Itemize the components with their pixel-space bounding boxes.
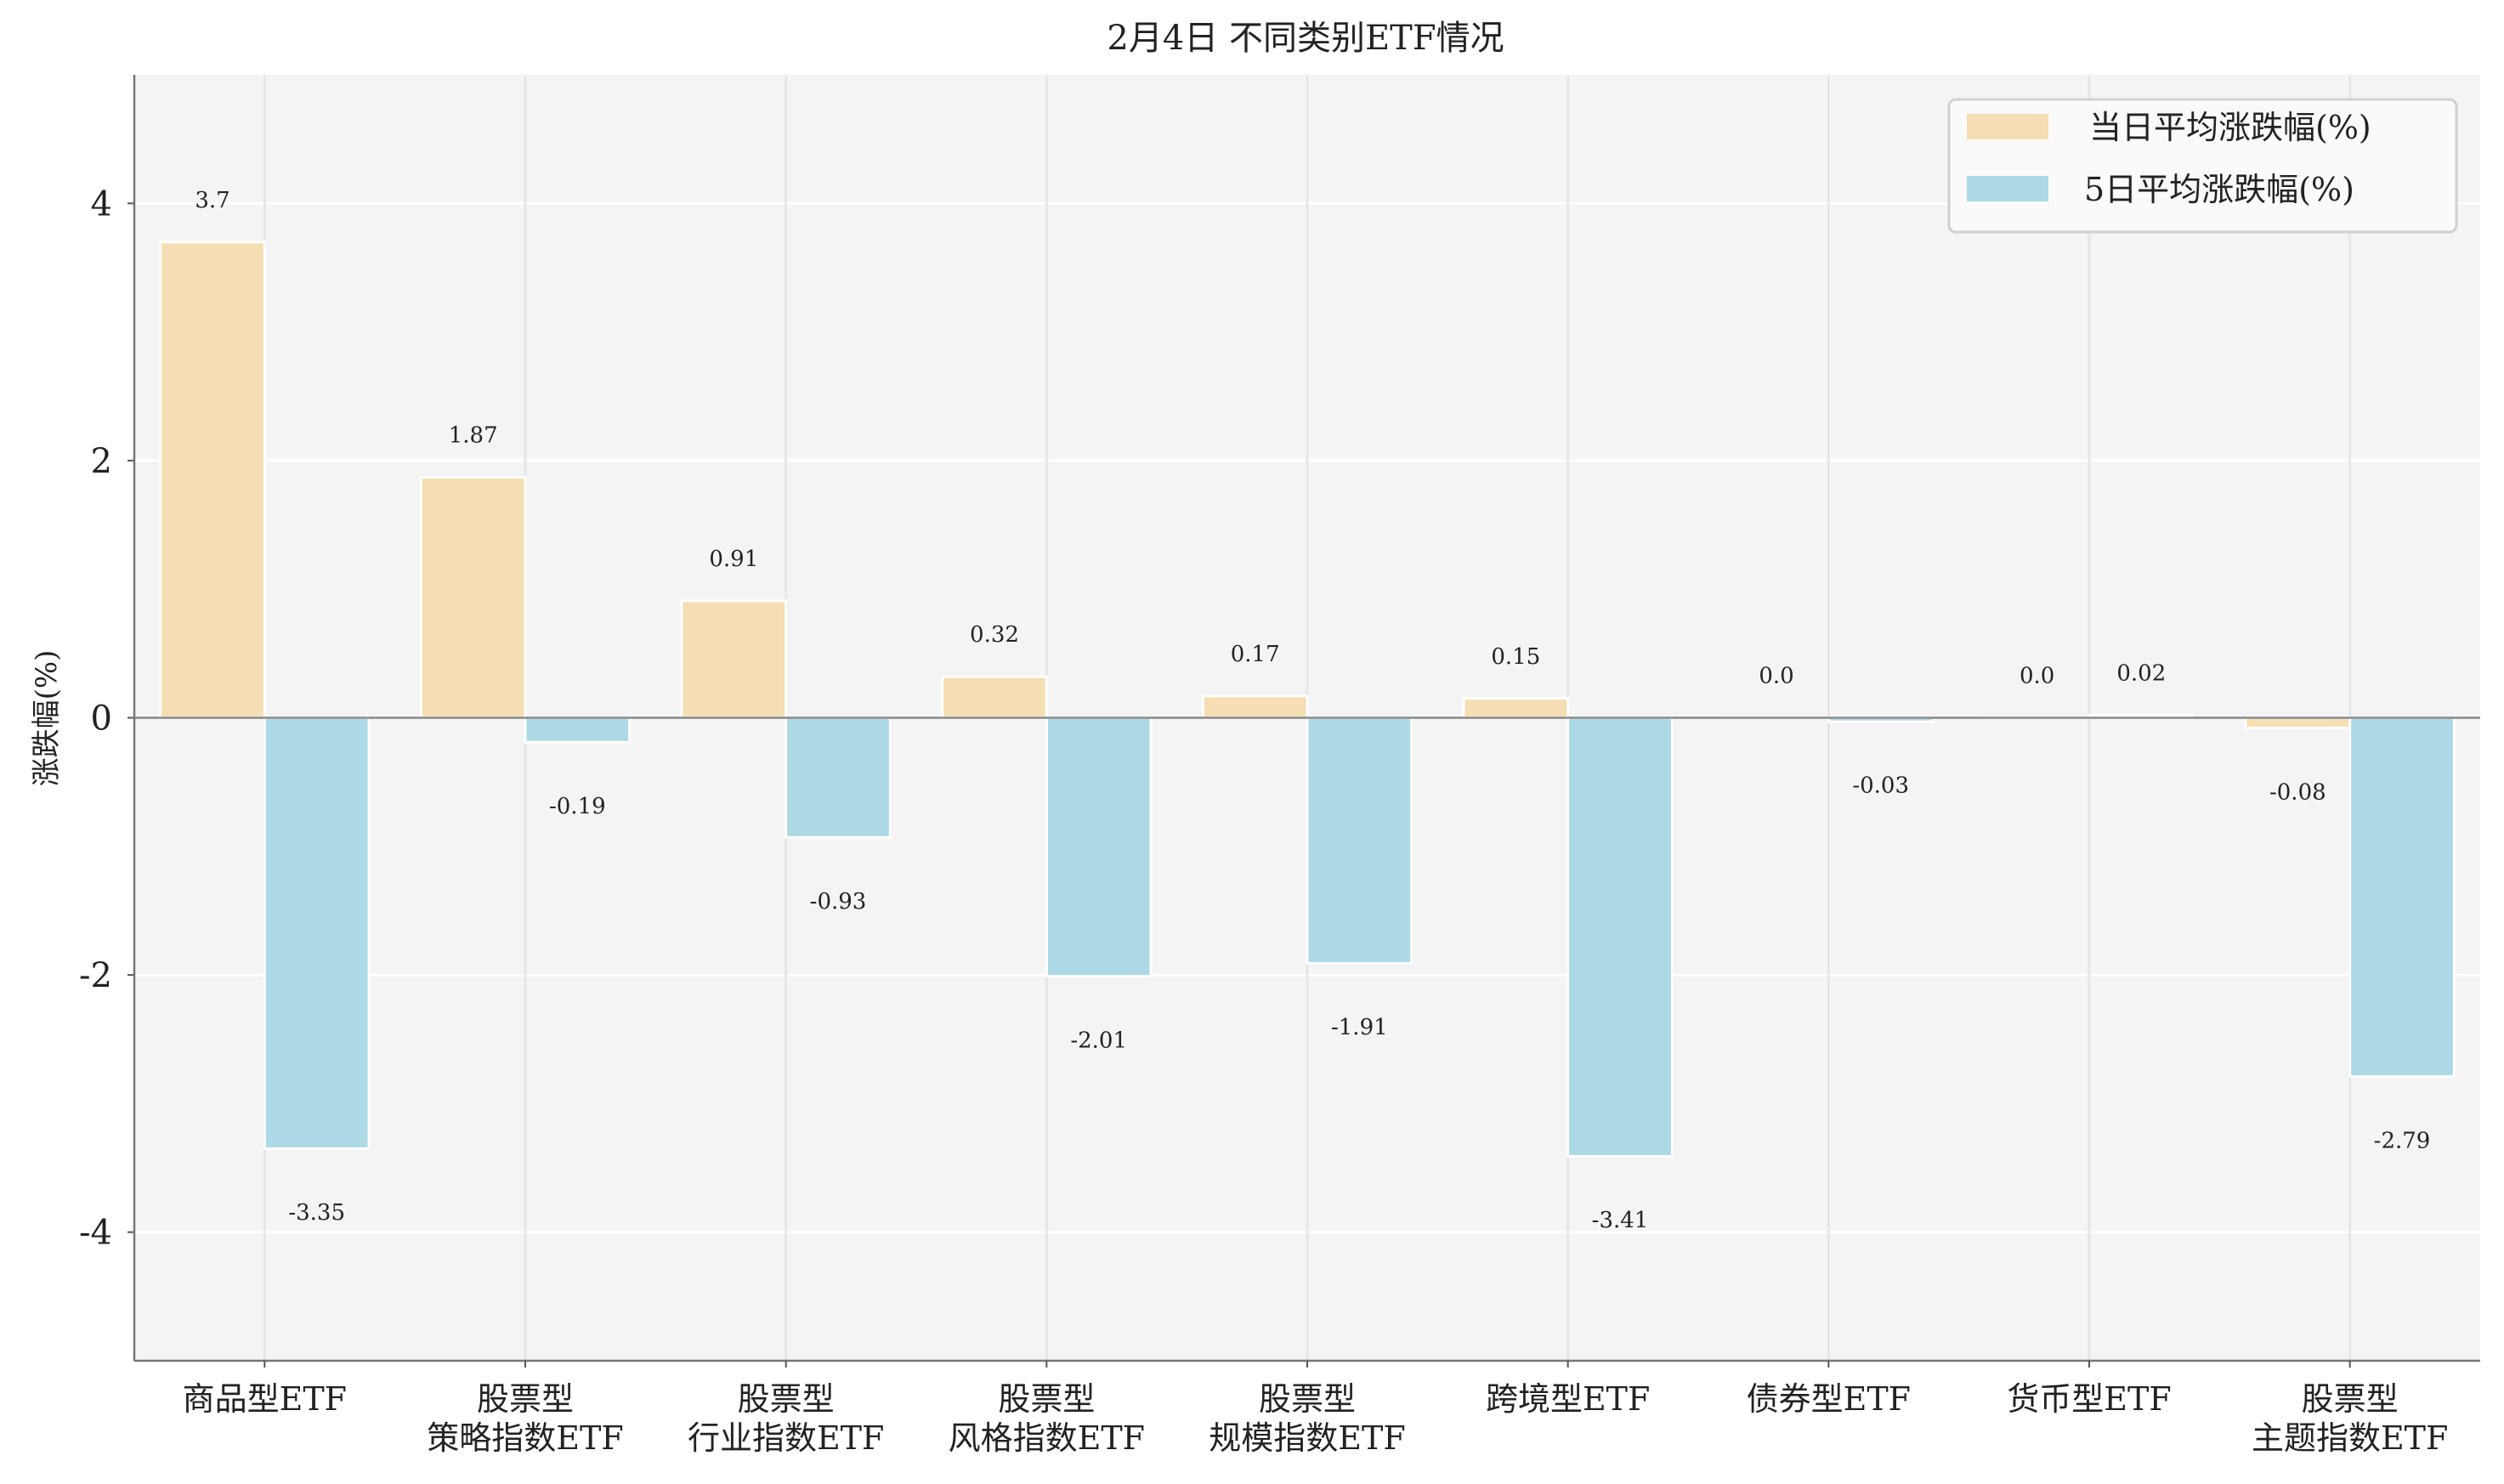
x-tick-label: 股票型 xyxy=(998,1380,1095,1418)
bar-5day xyxy=(524,717,632,744)
legend: 当日平均涨跌幅(%) 5日平均涨跌幅(%) xyxy=(1947,98,2458,234)
data-label-5day: -0.19 xyxy=(549,794,606,819)
data-label-5day: 0.02 xyxy=(2116,661,2166,687)
y-tick-label: 2 xyxy=(91,442,112,481)
bar-daily xyxy=(680,599,788,720)
bar-5day xyxy=(263,717,371,1150)
data-label-daily: 0.0 xyxy=(1759,664,1793,689)
x-tick-label: 股票型 xyxy=(1259,1380,1356,1418)
data-label-daily: 0.17 xyxy=(1231,642,1280,667)
data-label-5day: -0.03 xyxy=(1852,773,1909,799)
x-tick-label: 商品型ETF xyxy=(183,1380,347,1418)
y-axis-label: 涨跌幅(%) xyxy=(30,650,64,787)
y-tick-label: -4 xyxy=(79,1214,112,1253)
legend-box xyxy=(1947,98,2458,234)
bar-5day xyxy=(2348,717,2456,1079)
bars xyxy=(159,241,2456,1158)
data-labels: 3.7 1.87 0.91 0.32 0.17 0.15 0.0 0.0 -0.08 -3.35 -… xyxy=(195,188,2430,1233)
chart-title: 2月4日 不同类别ETF情况 xyxy=(1107,19,1504,58)
bar-daily xyxy=(2244,717,2352,730)
data-label-5day: -1.91 xyxy=(1331,1015,1388,1040)
legend-label-5day: 5日平均涨跌幅(%) xyxy=(2084,171,2354,208)
x-tick-label: 股票型 xyxy=(738,1380,835,1418)
x-tick-label: 风格指数ETF xyxy=(949,1419,1145,1457)
y-tick-label: -2 xyxy=(79,956,112,995)
data-label-daily: -0.08 xyxy=(2269,779,2326,805)
bar-5day xyxy=(1045,717,1153,978)
data-label-daily: 0.32 xyxy=(970,622,1019,648)
data-label-5day: -2.79 xyxy=(2374,1128,2431,1153)
data-label-daily: 0.91 xyxy=(709,547,758,572)
data-label-daily: 1.87 xyxy=(449,423,498,449)
y-tick-label: 4 xyxy=(91,184,112,224)
bar-daily xyxy=(159,241,266,719)
data-label-5day: -3.41 xyxy=(1592,1208,1649,1233)
x-tick-label: 主题指数ETF xyxy=(2252,1419,2448,1457)
data-label-5day: -0.93 xyxy=(810,889,867,915)
bar-daily xyxy=(941,675,1048,719)
x-tick-label: 债券型ETF xyxy=(1747,1380,1911,1418)
data-label-daily: 0.15 xyxy=(1491,644,1540,670)
bar-daily xyxy=(1462,697,1570,719)
x-tick-label: 行业指数ETF xyxy=(688,1419,884,1457)
data-label-5day: -3.35 xyxy=(288,1200,345,1226)
x-tick-label: 规模指数ETF xyxy=(1209,1419,1405,1457)
legend-swatch-daily xyxy=(1967,114,2048,139)
bar-5day xyxy=(785,717,892,839)
x-tick-label: 跨境型ETF xyxy=(1486,1380,1650,1418)
x-tick-label: 股票型 xyxy=(477,1380,574,1418)
x-tick-label: 股票型 xyxy=(2302,1380,2399,1418)
legend-label-daily: 当日平均涨跌幅(%) xyxy=(2089,109,2371,146)
bar-5day xyxy=(1306,717,1413,965)
bar-daily xyxy=(419,476,527,719)
x-tick-label: 策略指数ETF xyxy=(427,1419,623,1457)
bar-daily xyxy=(1201,694,1309,719)
bar-5day xyxy=(1566,717,1674,1158)
x-tick-label: 货币型ETF xyxy=(2007,1380,2171,1418)
y-tick-label: 0 xyxy=(91,700,112,739)
data-label-daily: 3.7 xyxy=(195,188,229,213)
legend-swatch-5day xyxy=(1967,176,2048,201)
data-label-5day: -2.01 xyxy=(1070,1028,1127,1053)
data-label-daily: 0.0 xyxy=(2020,664,2054,689)
